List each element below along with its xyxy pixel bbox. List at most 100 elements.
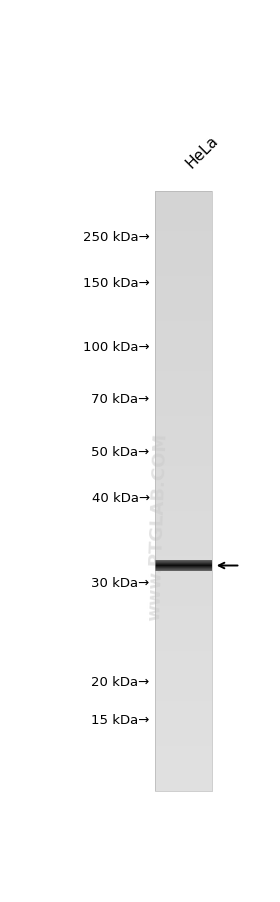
Bar: [155, 466, 212, 471]
Bar: [155, 526, 212, 531]
Bar: [155, 331, 212, 336]
Bar: [155, 612, 212, 616]
Bar: [155, 636, 212, 641]
Bar: [155, 502, 212, 506]
Bar: [155, 391, 212, 396]
Bar: [155, 197, 212, 201]
Bar: [155, 561, 212, 566]
Text: 20 kDa→: 20 kDa→: [92, 675, 150, 687]
Bar: [155, 576, 212, 581]
Bar: [155, 496, 212, 502]
Text: 15 kDa→: 15 kDa→: [91, 713, 150, 726]
Bar: [155, 686, 212, 691]
Bar: [155, 602, 212, 606]
Bar: [155, 216, 212, 221]
Bar: [155, 777, 212, 781]
Bar: [155, 286, 212, 291]
Bar: [155, 242, 212, 246]
Bar: [155, 446, 212, 451]
Bar: [155, 511, 212, 516]
Text: HeLa: HeLa: [183, 133, 221, 170]
Text: www.PTGLAB.COM: www.PTGLAB.COM: [145, 432, 170, 621]
Bar: [155, 421, 212, 427]
Bar: [155, 696, 212, 701]
Bar: [155, 657, 212, 661]
Bar: [155, 722, 212, 726]
Bar: [155, 362, 212, 366]
Bar: [155, 482, 212, 486]
Bar: [155, 492, 212, 496]
Bar: [155, 641, 212, 646]
Bar: [155, 541, 212, 547]
Bar: [155, 626, 212, 631]
Bar: [155, 252, 212, 256]
Bar: [155, 401, 212, 406]
Bar: [155, 751, 212, 756]
Bar: [155, 516, 212, 521]
Bar: [155, 732, 212, 736]
Bar: [155, 411, 212, 417]
Bar: [155, 746, 212, 751]
Bar: [155, 486, 212, 492]
Bar: [155, 676, 212, 681]
Bar: [155, 406, 212, 411]
Bar: [155, 586, 212, 592]
Text: 70 kDa→: 70 kDa→: [92, 392, 150, 406]
Bar: [155, 427, 212, 431]
Bar: [155, 211, 212, 216]
Bar: [155, 606, 212, 612]
Bar: [155, 547, 212, 551]
Bar: [155, 266, 212, 272]
Bar: [155, 336, 212, 341]
Text: 250 kDa→: 250 kDa→: [83, 231, 150, 244]
Bar: [155, 661, 212, 667]
Bar: [155, 646, 212, 651]
Bar: [155, 301, 212, 307]
Bar: [155, 191, 212, 197]
Bar: [155, 616, 212, 621]
Bar: [155, 382, 212, 386]
Text: 30 kDa→: 30 kDa→: [92, 576, 150, 589]
Bar: [155, 691, 212, 696]
Bar: [155, 321, 212, 327]
Bar: [155, 272, 212, 276]
Bar: [155, 296, 212, 301]
Bar: [155, 376, 212, 382]
Bar: [155, 276, 212, 281]
Bar: [155, 281, 212, 286]
Bar: [155, 476, 212, 482]
Bar: [155, 726, 212, 732]
Bar: [155, 667, 212, 671]
Bar: [155, 716, 212, 722]
Bar: [155, 317, 212, 321]
Text: 50 kDa→: 50 kDa→: [92, 446, 150, 458]
Bar: [155, 571, 212, 576]
Bar: [155, 437, 212, 441]
Bar: [155, 671, 212, 676]
Bar: [155, 351, 212, 356]
Bar: [155, 451, 212, 456]
Bar: [155, 431, 212, 437]
Bar: [155, 706, 212, 712]
Bar: [155, 256, 212, 262]
Bar: [155, 521, 212, 526]
Bar: [155, 761, 212, 766]
Bar: [155, 592, 212, 596]
Text: 100 kDa→: 100 kDa→: [83, 340, 150, 354]
Bar: [155, 307, 212, 311]
Bar: [155, 741, 212, 746]
Bar: [155, 231, 212, 236]
Bar: [155, 396, 212, 401]
Bar: [155, 207, 212, 211]
Bar: [155, 651, 212, 657]
Bar: [155, 621, 212, 626]
Bar: [155, 681, 212, 686]
Bar: [155, 226, 212, 231]
Bar: [155, 771, 212, 777]
Bar: [155, 356, 212, 362]
Text: 40 kDa→: 40 kDa→: [92, 492, 150, 505]
Bar: [155, 581, 212, 586]
Bar: [155, 537, 212, 541]
Bar: [155, 787, 212, 791]
Text: 150 kDa→: 150 kDa→: [83, 277, 150, 290]
